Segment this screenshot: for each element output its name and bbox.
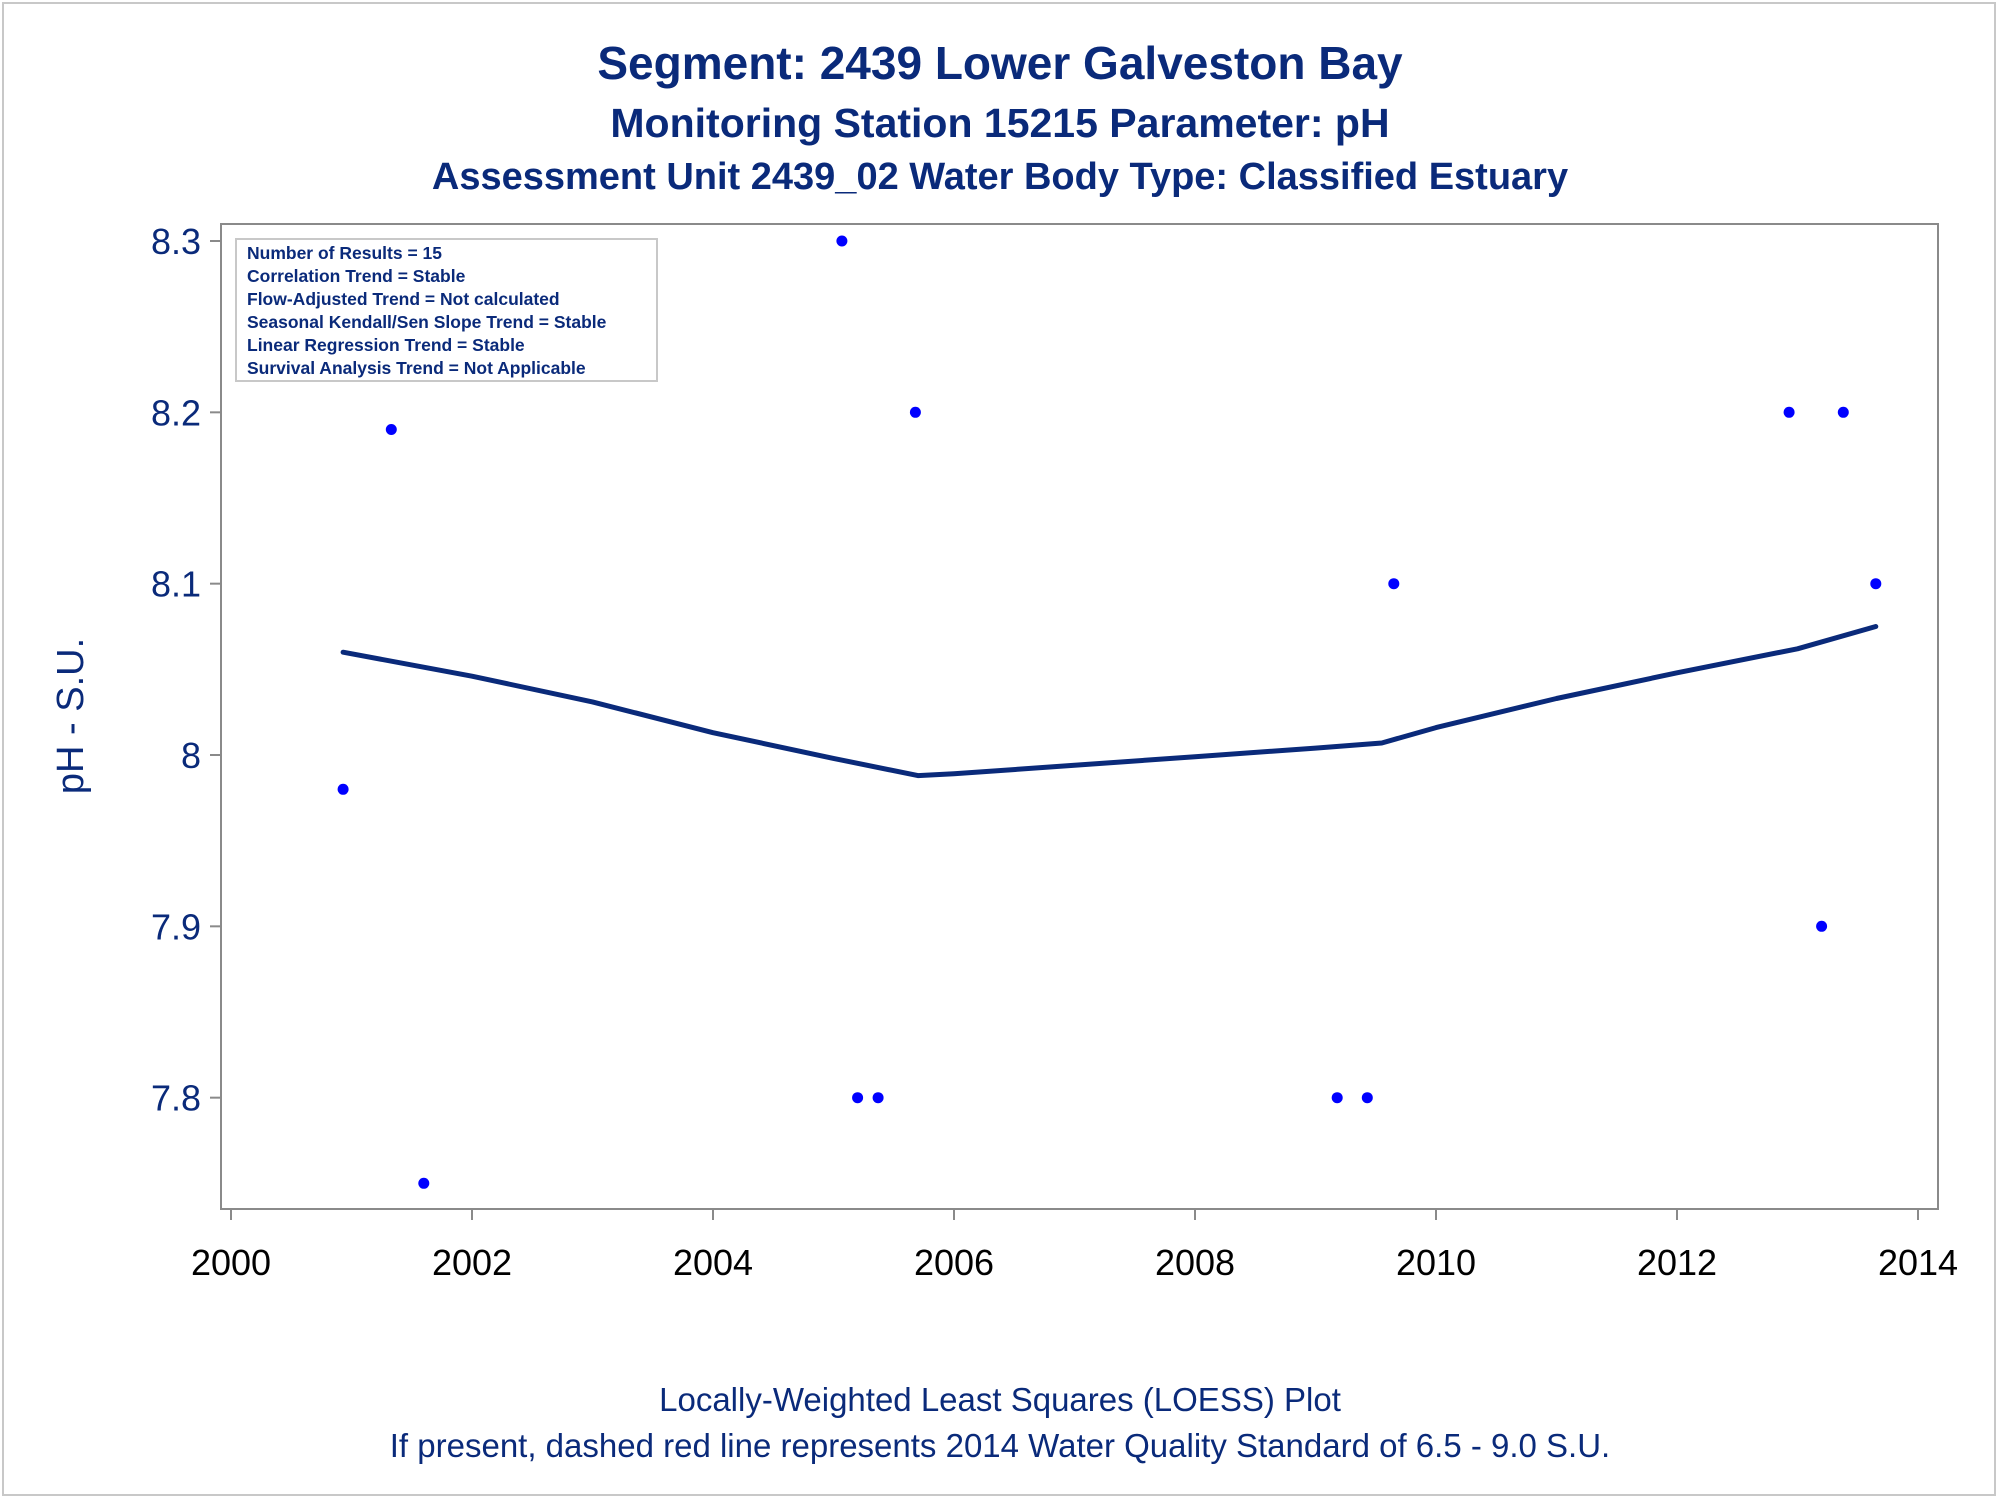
data-point — [1783, 406, 1795, 418]
y-axis-label: pH - S.U. — [50, 638, 92, 794]
stats-box: Number of Results = 15 Correlation Trend… — [235, 238, 658, 382]
data-point — [1816, 920, 1828, 932]
loess-line — [340, 624, 1879, 779]
y-tick-label: 7.8 — [151, 1078, 201, 1119]
stats-line: Seasonal Kendall/Sen Slope Trend = Stabl… — [247, 312, 607, 332]
y-tick-label: 8.1 — [151, 564, 201, 605]
chart-subtitle: Monitoring Station 15215 Parameter: pH — [610, 100, 1390, 146]
data-point — [337, 783, 349, 795]
chart-subtitle-2: Assessment Unit 2439_02 Water Body Type:… — [431, 156, 1569, 198]
data-point — [836, 235, 848, 247]
data-point — [872, 1092, 884, 1104]
data-point — [1331, 1092, 1343, 1104]
plot-area — [220, 223, 1939, 1210]
data-point — [852, 1092, 864, 1104]
data-point — [418, 1177, 430, 1189]
x-tick-label: 2008 — [1155, 1242, 1235, 1283]
x-tick-label: 2002 — [432, 1242, 512, 1283]
data-point — [1361, 1092, 1373, 1104]
loess-layer — [340, 624, 1879, 779]
stats-line: Flow-Adjusted Trend = Not calculated — [247, 289, 560, 309]
stats-line: Correlation Trend = Stable — [247, 266, 466, 286]
data-point — [1388, 578, 1400, 590]
stats-box-border — [235, 238, 658, 382]
y-tick-label: 8.3 — [151, 221, 201, 262]
chart-title: Segment: 2439 Lower Galveston Bay — [597, 37, 1403, 89]
y-tick-label: 8 — [181, 735, 201, 776]
x-tick-label: 2004 — [673, 1242, 753, 1283]
stats-line: Survival Analysis Trend = Not Applicable — [247, 358, 586, 378]
x-tick-label: 2012 — [1637, 1242, 1717, 1283]
x-tick-label: 2010 — [1396, 1242, 1476, 1283]
footnote: Locally-Weighted Least Squares (LOESS) P… — [659, 1381, 1341, 1418]
footnote-standard: If present, dashed red line represents 2… — [389, 1427, 1611, 1464]
data-point — [385, 424, 397, 435]
y-tick-label: 8.2 — [151, 392, 201, 433]
data-point — [909, 406, 921, 418]
stats-line: Linear Regression Trend = Stable — [247, 335, 525, 355]
x-tick-label: 2000 — [191, 1242, 271, 1283]
data-point — [1837, 406, 1849, 418]
y-tick-label: 7.9 — [151, 906, 201, 947]
y-axis: 7.8 7.9 8 8.1 8.2 8.3 — [151, 221, 221, 1119]
x-tick-label: 2014 — [1878, 1242, 1958, 1283]
x-tick-label: 2006 — [914, 1242, 994, 1283]
stats-line: Number of Results = 15 — [247, 243, 442, 263]
data-point — [1870, 578, 1882, 590]
x-axis: 2000 2002 2004 2006 2008 2010 2012 2014 — [191, 1209, 1958, 1283]
